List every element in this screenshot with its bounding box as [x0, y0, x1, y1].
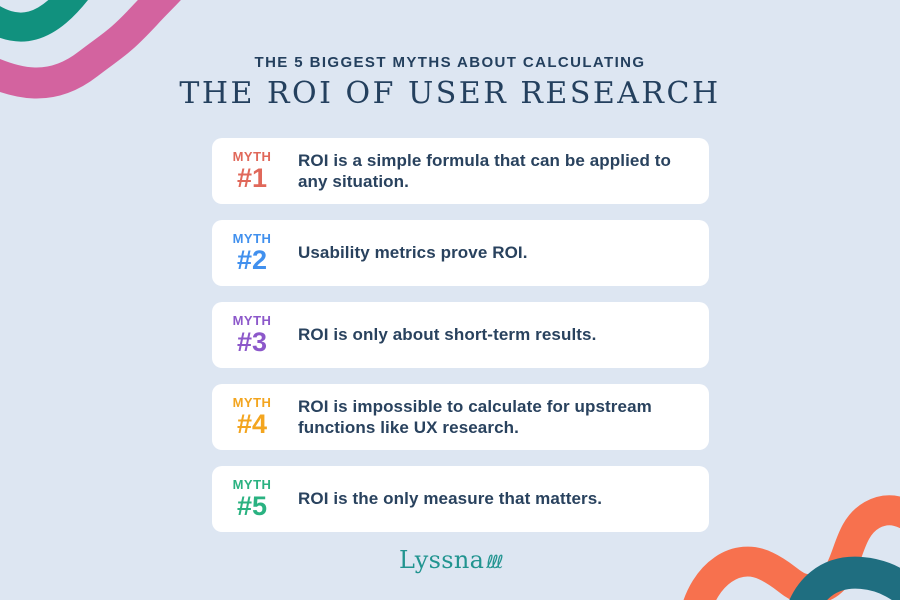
- footer: Lyssna ℓℓℓ: [0, 546, 900, 574]
- dark-teal-wave-bottom-right-icon: [789, 556, 900, 600]
- myth-text: ROI is a simple formula that can be appl…: [298, 150, 672, 191]
- myth-word: MYTH: [232, 477, 272, 492]
- myth-card-1: MYTH #1 ROI is a simple formula that can…: [212, 138, 709, 204]
- myth-label-3: MYTH #3: [224, 314, 280, 356]
- myth-number: #1: [236, 163, 268, 193]
- myth-label-4: MYTH #4: [224, 396, 280, 438]
- myth-number: #4: [236, 409, 268, 439]
- myth-label-5: MYTH #5: [224, 478, 280, 520]
- myth-number: #3: [236, 327, 268, 357]
- lyssna-logo: Lyssna ℓℓℓ: [398, 546, 504, 574]
- lyssna-loops-icon: ℓℓℓ: [486, 552, 503, 573]
- myth-card-4: MYTH #4 ROI is impossible to calculate f…: [212, 384, 709, 450]
- lyssna-logo-text: Lyssna: [398, 546, 485, 574]
- myth-word: MYTH: [232, 149, 272, 164]
- myth-label-2: MYTH #2: [224, 232, 280, 274]
- myth-word: MYTH: [232, 313, 272, 328]
- header: THE 5 BIGGEST MYTHS ABOUT CALCULATING TH…: [0, 54, 900, 111]
- myth-list: MYTH #1 ROI is a simple formula that can…: [212, 138, 709, 548]
- teal-wave-top-left-icon: [0, 0, 88, 42]
- myth-text: ROI is impossible to calculate for upstr…: [298, 396, 652, 437]
- myth-card-2: MYTH #2 Usability metrics prove ROI.: [212, 220, 709, 286]
- page-title: THE ROI OF USER RESEARCH: [179, 76, 721, 111]
- myth-number: #2: [236, 245, 268, 275]
- myth-text: Usability metrics prove ROI.: [298, 243, 528, 263]
- myth-text: ROI is only about short-term results.: [298, 325, 597, 345]
- myth-number: #5: [236, 491, 268, 521]
- header-eyebrow: THE 5 BIGGEST MYTHS ABOUT CALCULATING: [254, 54, 646, 71]
- myth-text: ROI is the only measure that matters.: [298, 489, 603, 509]
- myth-word: MYTH: [232, 231, 272, 246]
- myth-label-1: MYTH #1: [224, 150, 280, 192]
- myth-word: MYTH: [232, 395, 272, 410]
- myth-card-3: MYTH #3 ROI is only about short-term res…: [212, 302, 709, 368]
- myth-card-5: MYTH #5 ROI is the only measure that mat…: [212, 466, 709, 532]
